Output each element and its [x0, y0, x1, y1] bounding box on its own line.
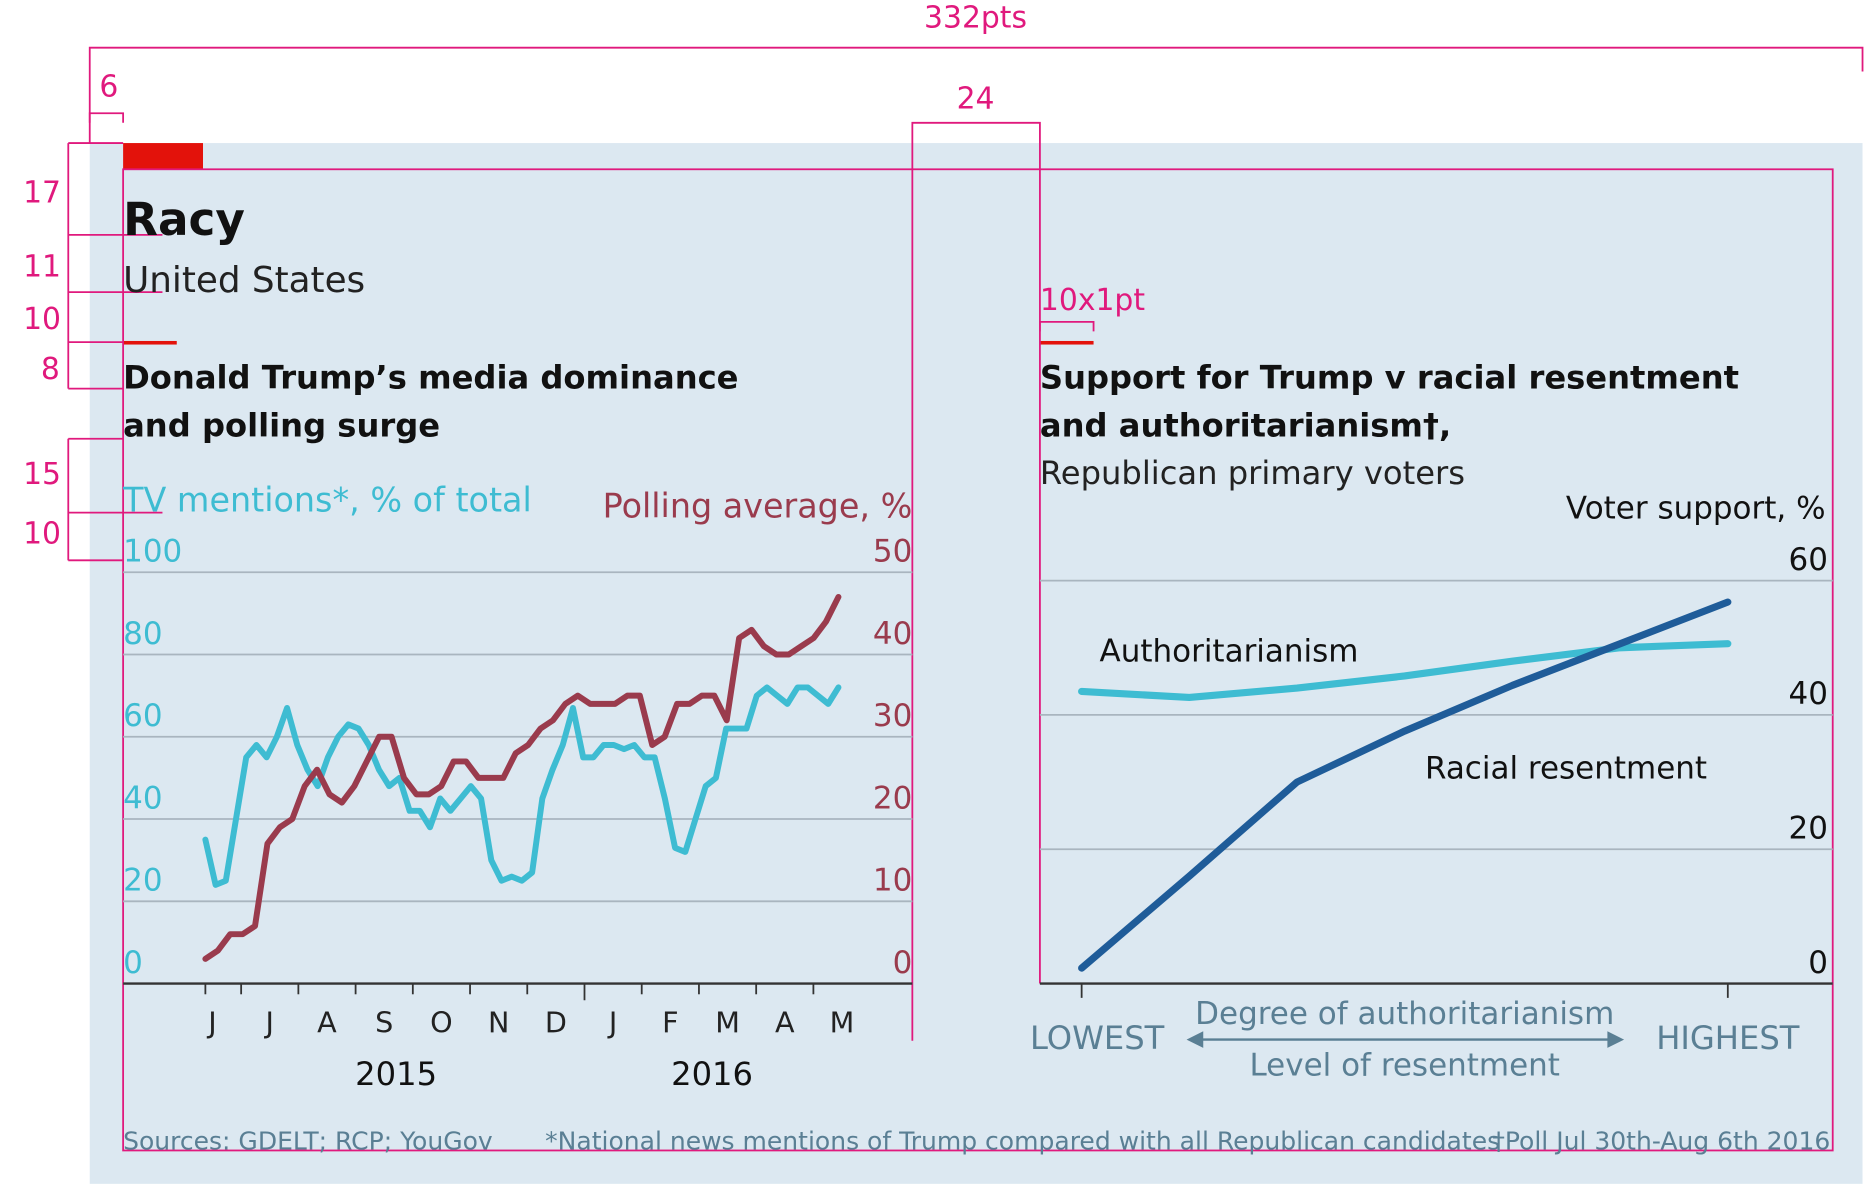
- annotation: 10: [23, 302, 61, 337]
- y2-tick-label: 40: [1789, 676, 1828, 712]
- red-rule: [123, 340, 177, 345]
- y2-tick-label: 40: [873, 616, 912, 652]
- year-label: 2015: [355, 1055, 437, 1093]
- axis-arrow: [1186, 1031, 1625, 1048]
- year-label: 2016: [671, 1055, 753, 1093]
- red-rule: [1039, 340, 1094, 345]
- chart-title: Support for Trump v racial resentment: [1040, 359, 1739, 397]
- line: [202, 593, 842, 962]
- y-axis-label: TV mentions*, % of total: [122, 480, 532, 519]
- x-tick-label: J: [264, 1005, 274, 1039]
- x-axis-label: Level of resentment: [1249, 1047, 1560, 1083]
- x-tick-label: O: [430, 1005, 453, 1039]
- x-tick-label: HIGHEST: [1656, 1019, 1800, 1057]
- series-label: Authoritarianism: [1100, 634, 1359, 670]
- x-tick-label: LOWEST: [1030, 1019, 1165, 1057]
- y-tick-label: 40: [123, 780, 162, 816]
- y2-tick-label: 20: [873, 780, 912, 816]
- y2-tick-label: 0: [1808, 945, 1828, 981]
- y2-tick-label: 0: [893, 945, 913, 981]
- y-tick-label: 20: [123, 863, 162, 899]
- y-tick-label: 80: [123, 616, 162, 652]
- x-tick-label: J: [206, 1005, 216, 1039]
- y-tick-label: 100: [123, 534, 182, 570]
- subtitle: United States: [123, 260, 365, 301]
- y2-axis-label: Polling average, %: [603, 486, 913, 525]
- x-tick-label: D: [545, 1005, 567, 1039]
- annotation: 24: [957, 81, 995, 116]
- y2-tick-label: 50: [873, 534, 912, 570]
- x-tick-label: A: [317, 1005, 337, 1039]
- chart-title: and polling surge: [123, 406, 440, 444]
- line: [1078, 598, 1732, 972]
- footnote: *National news mentions of Trump compare…: [545, 1126, 1500, 1155]
- y-tick-label: 0: [123, 945, 143, 981]
- x-tick-label: F: [662, 1005, 678, 1039]
- chart-title: and authoritarianism†,: [1040, 406, 1451, 444]
- series-label: Racial resentment: [1425, 751, 1707, 787]
- x-axis-label: Degree of authoritarianism: [1195, 996, 1614, 1032]
- y2-tick-label: 10: [873, 863, 912, 899]
- chart-subtitle: Republican primary voters: [1040, 454, 1465, 492]
- annotation: 15: [23, 457, 61, 492]
- annotation: 10: [23, 517, 61, 552]
- footnote: †Poll Jul 30th-Aug 6th 2016: [1492, 1126, 1830, 1155]
- annotation: 332pts: [924, 0, 1027, 35]
- x-tick-label: J: [607, 1005, 617, 1039]
- x-tick-label: M: [830, 1005, 855, 1039]
- annotation: 8: [41, 352, 60, 387]
- x-tick-label: A: [775, 1005, 795, 1039]
- y2-tick-label: 60: [1789, 542, 1828, 578]
- chart-title: Donald Trump’s media dominance: [123, 359, 738, 397]
- red-tab: [123, 143, 203, 170]
- annotation: 6: [99, 70, 118, 105]
- x-tick-label: N: [488, 1005, 509, 1039]
- y2-tick-label: 30: [873, 698, 912, 734]
- x-tick-label: M: [715, 1005, 740, 1039]
- y2-axis-label: Voter support, %: [1566, 491, 1826, 527]
- source: Sources: GDELT; RCP; YouGov: [123, 1126, 493, 1155]
- y-tick-label: 60: [123, 698, 162, 734]
- annotation: 11: [23, 250, 61, 285]
- guides: [67, 46, 1864, 1152]
- annotation: 10x1pt: [1040, 283, 1145, 318]
- y2-tick-label: 20: [1789, 811, 1828, 847]
- line: [1078, 640, 1732, 702]
- title: Racy: [123, 193, 245, 246]
- annotation: 17: [23, 176, 61, 211]
- x-tick-label: S: [375, 1005, 393, 1039]
